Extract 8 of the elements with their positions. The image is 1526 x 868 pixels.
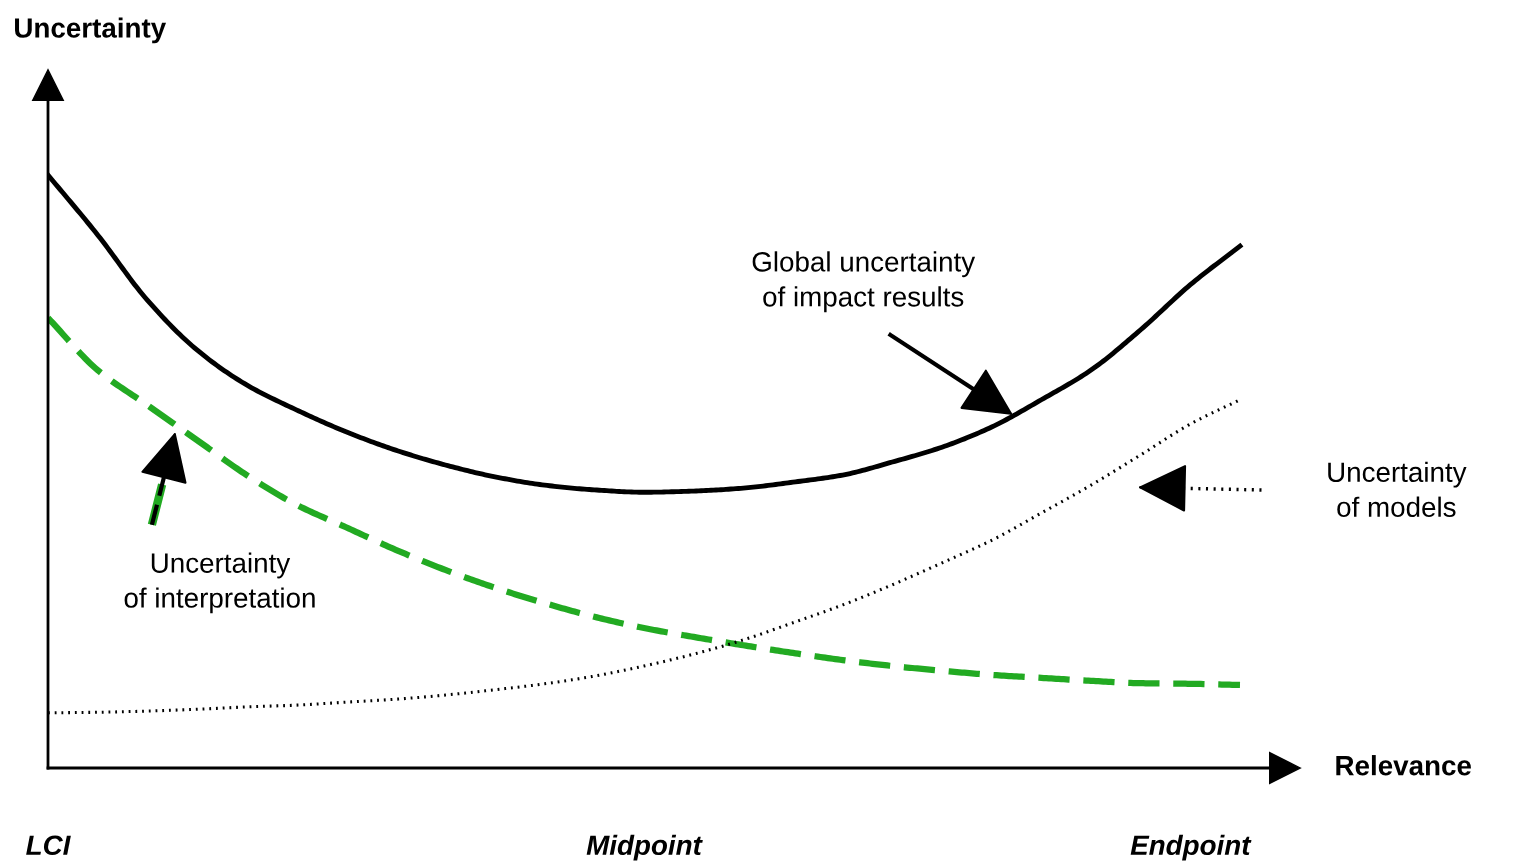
annotation: Uncertainty of interpretation <box>124 552 315 614</box>
x-tick-label: Midpoint <box>586 834 703 861</box>
y-axis-title: Uncertainty <box>15 17 167 44</box>
annotation: Global uncertainty of impact results <box>752 251 976 313</box>
x-axis-title: Relevance <box>1336 755 1471 776</box>
x-tick-label: LCI <box>26 835 71 856</box>
x-tick-label: Endpoint <box>1130 834 1252 861</box>
text: Uncertainty of models <box>1328 461 1467 517</box>
